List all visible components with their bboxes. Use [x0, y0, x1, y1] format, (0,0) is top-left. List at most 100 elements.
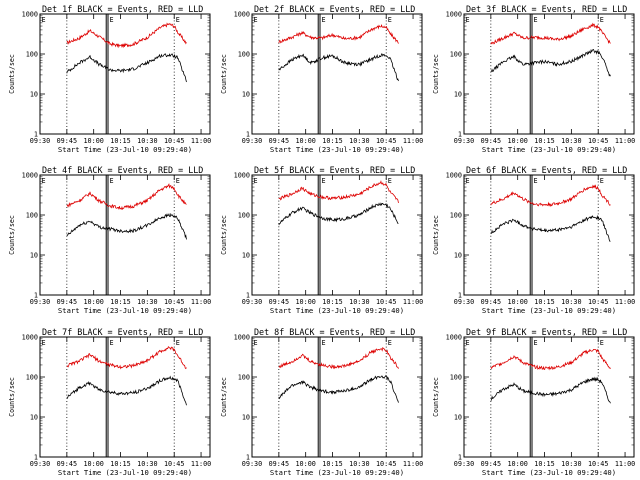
panel-4: Det 4f BLACK = Events, RED = LLD 1 10 100 10… [8, 165, 211, 315]
x-axis-label: Start Time (23-Jul-10 09:29:40) [58, 306, 192, 315]
x-tick-label: 10:30 [137, 298, 157, 306]
x-tick-label: 11:00 [615, 137, 635, 145]
series-line-events [66, 212, 187, 240]
event-marker-label: E [534, 16, 538, 24]
x-tick-label: 11:00 [615, 298, 635, 306]
panel-title: Det 9f BLACK = Events, RED = LLD [466, 327, 627, 337]
event-marker-label: E [42, 16, 46, 24]
x-tick-label: 11:00 [615, 460, 635, 468]
y-tick-label: 10 [454, 413, 462, 421]
y-axis-label: Counts/sec [8, 215, 16, 255]
series-line-events [278, 53, 399, 82]
series-line-lld [278, 180, 399, 204]
series-line-lld [490, 348, 611, 371]
y-tick-label: 10 [454, 90, 462, 98]
event-marker-label: E [254, 339, 258, 347]
y-tick-label: 1000 [446, 10, 462, 18]
x-tick-label: 10:30 [137, 137, 157, 145]
plot-frame [463, 174, 635, 296]
x-tick-label: 10:15 [534, 137, 554, 145]
event-marker-label: E [600, 339, 604, 347]
series-line-lld [278, 346, 399, 370]
event-marker-label: E [534, 177, 538, 185]
x-tick-label: 09:45 [481, 298, 501, 306]
event-marker-label: E [42, 177, 46, 185]
series-line-events [66, 375, 187, 406]
panel-title: Det 3f BLACK = Events, RED = LLD [466, 4, 627, 14]
x-tick-label: 10:15 [110, 137, 130, 145]
x-tick-label: 09:45 [269, 460, 289, 468]
plot-frame [39, 13, 211, 135]
y-tick-label: 10 [242, 413, 250, 421]
y-tick-label: 100 [450, 373, 462, 381]
y-tick-label: 100 [26, 211, 38, 219]
series-line-lld [490, 22, 611, 45]
y-tick-label: 1 [458, 130, 462, 138]
y-tick-label: 1 [246, 453, 250, 461]
series-line-events [278, 202, 399, 226]
x-tick-label: 09:30 [242, 137, 262, 145]
y-axis-label: Counts/sec [220, 54, 228, 94]
x-tick-label: 09:45 [269, 137, 289, 145]
x-tick-label: 11:00 [191, 460, 211, 468]
y-tick-label: 1 [34, 130, 38, 138]
event-marker-label: E [176, 177, 180, 185]
x-tick-label: 10:00 [507, 137, 527, 145]
x-tick-label: 11:00 [191, 298, 211, 306]
x-axis-label: Start Time (23-Jul-10 09:29:40) [58, 145, 192, 154]
x-tick-label: 10:45 [588, 460, 608, 468]
x-tick-label: 10:45 [164, 460, 184, 468]
x-tick-label: 10:00 [507, 298, 527, 306]
panel-title: Det 5f BLACK = Events, RED = LLD [254, 165, 415, 175]
y-tick-label: 1000 [234, 171, 250, 179]
x-axis-label: Start Time (23-Jul-10 09:29:40) [270, 306, 404, 315]
series-line-lld [278, 24, 399, 44]
x-tick-label: 09:30 [30, 137, 50, 145]
y-tick-label: 1 [34, 291, 38, 299]
x-axis-label: Start Time (23-Jul-10 09:29:40) [482, 306, 616, 315]
x-tick-label: 09:45 [269, 298, 289, 306]
x-tick-label: 09:30 [30, 460, 50, 468]
event-marker-label: E [110, 177, 114, 185]
event-marker-label: E [42, 339, 46, 347]
y-tick-label: 100 [450, 211, 462, 219]
x-tick-label: 10:45 [376, 460, 396, 468]
series-line-lld [66, 183, 187, 210]
event-marker-label: E [466, 177, 470, 185]
x-axis-label: Start Time (23-Jul-10 09:29:40) [58, 468, 192, 477]
plot-frame [251, 336, 423, 458]
event-marker-label: E [254, 177, 258, 185]
panel-1: Det 1f BLACK = Events, RED = LLD 1 10 100 10… [8, 4, 211, 154]
x-tick-label: 11:00 [403, 460, 423, 468]
panel-title: Det 2f BLACK = Events, RED = LLD [254, 4, 415, 14]
y-axis-label: Counts/sec [432, 377, 440, 417]
x-axis-label: Start Time (23-Jul-10 09:29:40) [482, 145, 616, 154]
y-tick-label: 1000 [234, 10, 250, 18]
x-axis-label: Start Time (23-Jul-10 09:29:40) [270, 145, 404, 154]
x-axis-label: Start Time (23-Jul-10 09:29:40) [270, 468, 404, 477]
x-tick-label: 10:30 [561, 460, 581, 468]
plot-frame [39, 174, 211, 296]
panel-2: Det 2f BLACK = Events, RED = LLD 1 10 100 10… [220, 4, 423, 154]
event-marker-label: E [176, 339, 180, 347]
series-line-events [490, 48, 611, 77]
panel-5: Det 5f BLACK = Events, RED = LLD 1 10 100 10… [220, 165, 423, 315]
x-tick-label: 10:00 [83, 137, 103, 145]
panel-7: Det 7f BLACK = Events, RED = LLD 1 10 100 10… [8, 327, 211, 477]
panel-3: Det 3f BLACK = Events, RED = LLD 1 10 100 10… [432, 4, 635, 154]
x-tick-label: 09:30 [454, 298, 474, 306]
series-line-events [278, 374, 399, 403]
y-tick-label: 1000 [22, 333, 38, 341]
y-tick-label: 10 [242, 90, 250, 98]
event-marker-label: E [600, 16, 604, 24]
x-tick-label: 10:45 [376, 137, 396, 145]
y-tick-label: 10 [30, 251, 38, 259]
x-tick-label: 10:30 [349, 460, 369, 468]
y-tick-label: 100 [238, 373, 250, 381]
panel-title: Det 7f BLACK = Events, RED = LLD [42, 327, 203, 337]
y-axis-label: Counts/sec [8, 54, 16, 94]
x-tick-label: 09:45 [481, 460, 501, 468]
x-tick-label: 09:30 [454, 137, 474, 145]
x-tick-label: 10:00 [295, 137, 315, 145]
